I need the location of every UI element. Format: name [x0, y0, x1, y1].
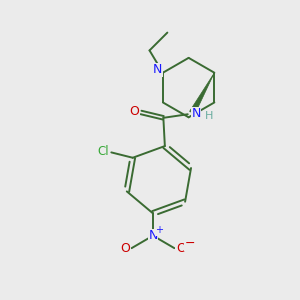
Text: H: H: [205, 111, 213, 121]
Text: N: N: [153, 63, 162, 76]
Text: O: O: [120, 242, 130, 255]
Text: O: O: [130, 105, 140, 119]
Text: −: −: [184, 237, 195, 250]
Text: Cl: Cl: [97, 145, 109, 158]
Text: N: N: [148, 229, 158, 242]
Text: +: +: [155, 225, 164, 235]
Text: O: O: [176, 242, 186, 255]
Text: N: N: [191, 107, 201, 120]
Polygon shape: [190, 73, 214, 114]
